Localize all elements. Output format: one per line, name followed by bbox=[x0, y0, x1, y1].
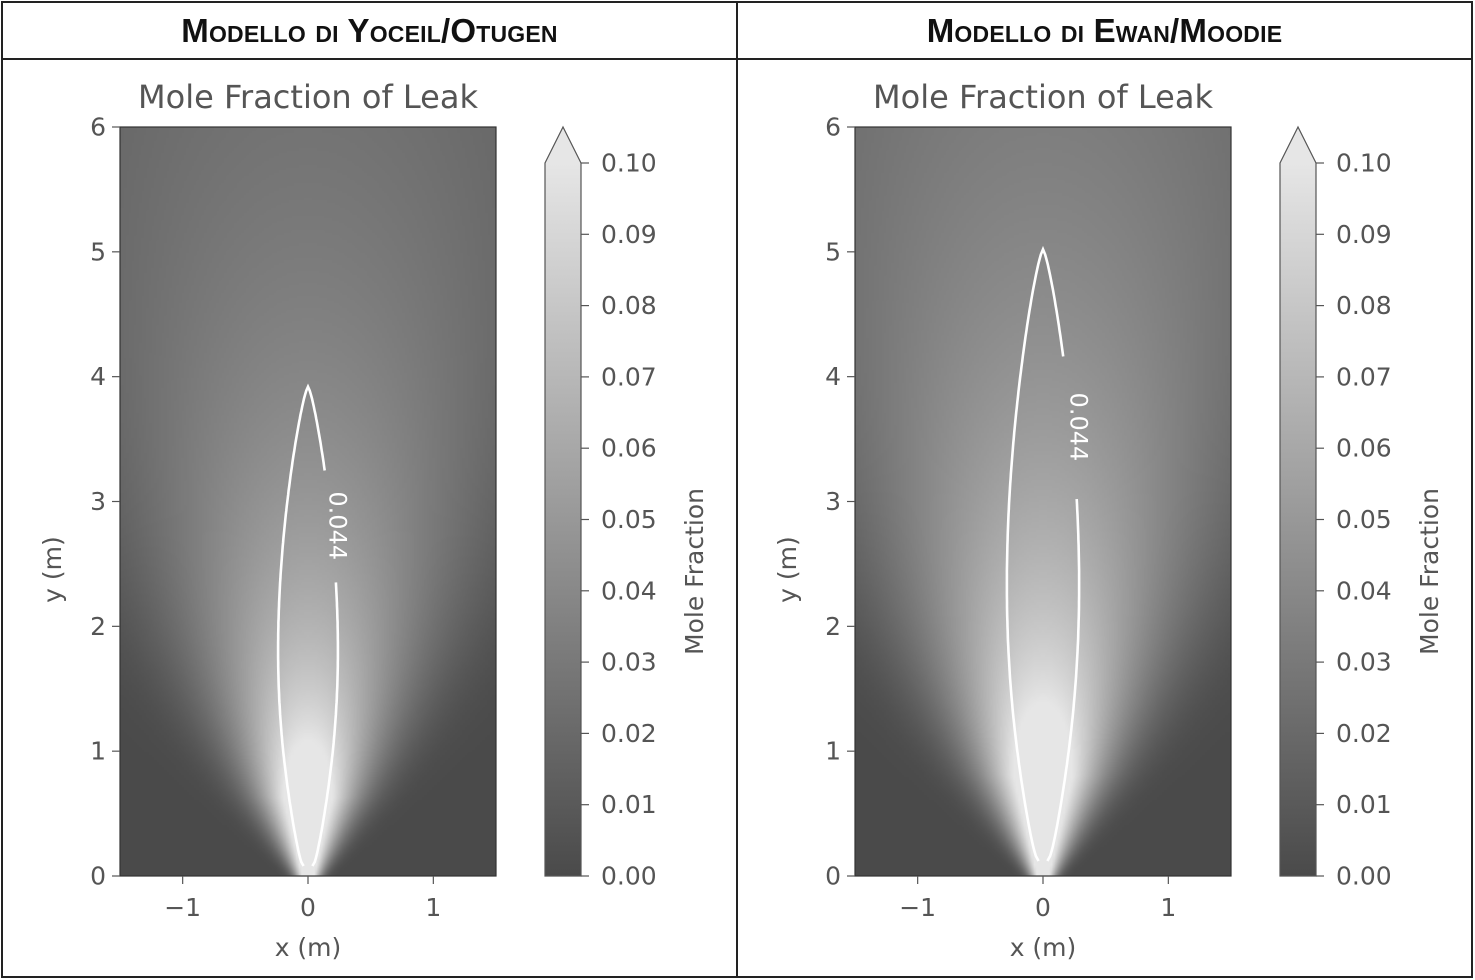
x-tick-label: 0 bbox=[300, 893, 316, 922]
colorbar-label: Mole Fraction bbox=[680, 488, 709, 655]
colorbar-tick-label: 0.04 bbox=[601, 576, 657, 605]
x-axis-label: x (m) bbox=[1010, 933, 1077, 962]
y-tick-label: 6 bbox=[90, 113, 106, 142]
colorbar-tick-label: 0.05 bbox=[601, 505, 657, 534]
colorbar-outline bbox=[544, 125, 582, 877]
colorbar-extend-triangle bbox=[545, 127, 581, 163]
y-axis-label: y (m) bbox=[38, 536, 67, 603]
colorbar-extend-triangle bbox=[1280, 127, 1316, 163]
header-right: Modello di Ewan/Moodie bbox=[926, 11, 1283, 49]
chart-title: Mole Fraction of Leak bbox=[138, 78, 478, 116]
colorbar-tick-label: 0.07 bbox=[601, 362, 657, 391]
colorbar-tick-label: 0.00 bbox=[1336, 862, 1392, 891]
y-tick-label: 5 bbox=[90, 237, 106, 266]
y-tick-label: 3 bbox=[90, 487, 106, 516]
colorbar-tick-label: 0.08 bbox=[601, 291, 657, 320]
y-tick-label: 4 bbox=[825, 362, 841, 391]
contour-line-lower bbox=[311, 582, 340, 867]
contour-line-lower bbox=[1046, 499, 1081, 862]
colorbar-gradient bbox=[1280, 163, 1316, 876]
colorbar-tick-label: 0.02 bbox=[601, 719, 657, 748]
x-tick-label: 0 bbox=[1035, 893, 1051, 922]
contour-label: 0.044 bbox=[323, 491, 351, 560]
heatmap-field bbox=[855, 127, 1231, 876]
colorbar-tick-label: 0.04 bbox=[1336, 576, 1392, 605]
colorbar-tick-label: 0.10 bbox=[601, 149, 657, 178]
x-tick-label: 1 bbox=[1160, 893, 1176, 922]
column-divider bbox=[736, 1, 738, 978]
colorbar-tick-label: 0.10 bbox=[1336, 149, 1392, 178]
chart-right: Mole Fraction of Leak 0.044 −1 0 1 0 1 2 3 4 5 6 x (… bbox=[773, 78, 1444, 962]
colorbar-gradient bbox=[545, 163, 581, 876]
y-tick-label: 1 bbox=[825, 737, 841, 766]
y-tick-label: 1 bbox=[90, 737, 106, 766]
y-tick-label: 5 bbox=[825, 237, 841, 266]
colorbar-tick-label: 0.01 bbox=[601, 790, 657, 819]
y-tick-label: 0 bbox=[90, 862, 106, 891]
y-tick-label: 2 bbox=[90, 612, 106, 641]
x-tick-label: −1 bbox=[899, 893, 936, 922]
colorbar-tick-label: 0.05 bbox=[1336, 505, 1392, 534]
header-left: Modello di Yoceil/Otugen bbox=[181, 11, 558, 49]
colorbar-tick-label: 0.03 bbox=[601, 648, 657, 677]
colorbar-tick-label: 0.06 bbox=[601, 434, 657, 463]
colorbar-tick-label: 0.08 bbox=[1336, 291, 1392, 320]
colorbar-tick-label: 0.01 bbox=[1336, 790, 1392, 819]
y-tick-label: 4 bbox=[90, 362, 106, 391]
contour-line-upper bbox=[1005, 245, 1065, 862]
chart-left: Mole Fraction of Leak 0.044 −1 0 1 0 1 2 3 4 5 6 x (… bbox=[38, 78, 709, 962]
chart-title: Mole Fraction of Leak bbox=[873, 78, 1213, 116]
x-tick-label: 1 bbox=[425, 893, 441, 922]
y-tick-label: 3 bbox=[825, 487, 841, 516]
y-axis-label: y (m) bbox=[773, 536, 802, 603]
x-tick-label: −1 bbox=[164, 893, 201, 922]
contour-line-upper bbox=[276, 383, 326, 867]
colorbar-tick-label: 0.06 bbox=[1336, 434, 1392, 463]
colorbar-tick-label: 0.09 bbox=[1336, 220, 1392, 249]
colorbar-tick-label: 0.03 bbox=[1336, 648, 1392, 677]
y-tick-label: 0 bbox=[825, 862, 841, 891]
colorbar-tick-label: 0.07 bbox=[1336, 362, 1392, 391]
x-axis-label: x (m) bbox=[275, 933, 342, 962]
colorbar-tick-label: 0.00 bbox=[601, 862, 657, 891]
colorbar-tick-label: 0.02 bbox=[1336, 719, 1392, 748]
colorbar-tick-label: 0.09 bbox=[601, 220, 657, 249]
colorbar-label: Mole Fraction bbox=[1415, 488, 1444, 655]
contour-label: 0.044 bbox=[1065, 393, 1093, 462]
heatmap-field bbox=[120, 127, 496, 876]
y-tick-label: 2 bbox=[825, 612, 841, 641]
colorbar-outline bbox=[1279, 125, 1317, 877]
y-tick-label: 6 bbox=[825, 113, 841, 142]
